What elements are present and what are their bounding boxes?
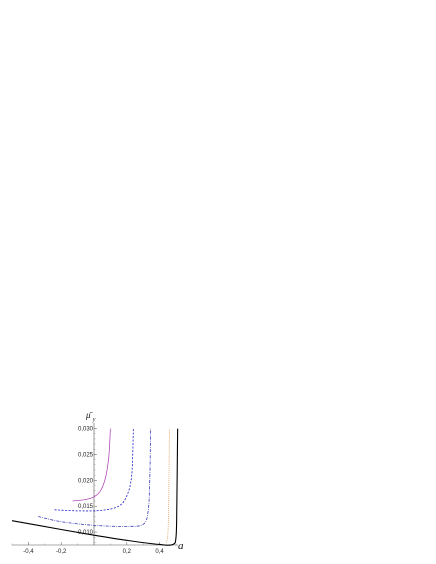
x-axis-title: a (178, 540, 184, 552)
y-tick-label: 0,010 (78, 530, 94, 536)
x-tick-label: -0,2 (56, 549, 67, 555)
x-tick-label: 0,2 (123, 549, 132, 555)
series-line-5 (11, 428, 179, 546)
y-axis-title-subscript: y (92, 417, 96, 423)
series-line-4 (165, 428, 170, 543)
axes (12, 423, 178, 546)
series-line-2 (54, 428, 134, 512)
y-axis-title-main: μ̄ (85, 410, 94, 420)
y-axis-title: μ̄ y (85, 410, 96, 423)
series-line-1 (72, 428, 111, 502)
y-tick-label: 0,020 (78, 478, 94, 484)
y-tick-label: 0,025 (78, 452, 94, 458)
series-line-3 (38, 428, 151, 527)
x-tick-label: 0,4 (155, 549, 164, 555)
y-ticks: 0,010 0,015 0,020 0,025 0,030 (78, 427, 97, 543)
y-tick-label: 0,030 (78, 427, 94, 433)
x-tick-label: -0,4 (23, 549, 34, 555)
x-ticks: -0,4 -0,2 0,2 0,4 (11, 542, 177, 555)
y-tick-label: 0,015 (78, 504, 94, 510)
series-group (11, 428, 179, 546)
